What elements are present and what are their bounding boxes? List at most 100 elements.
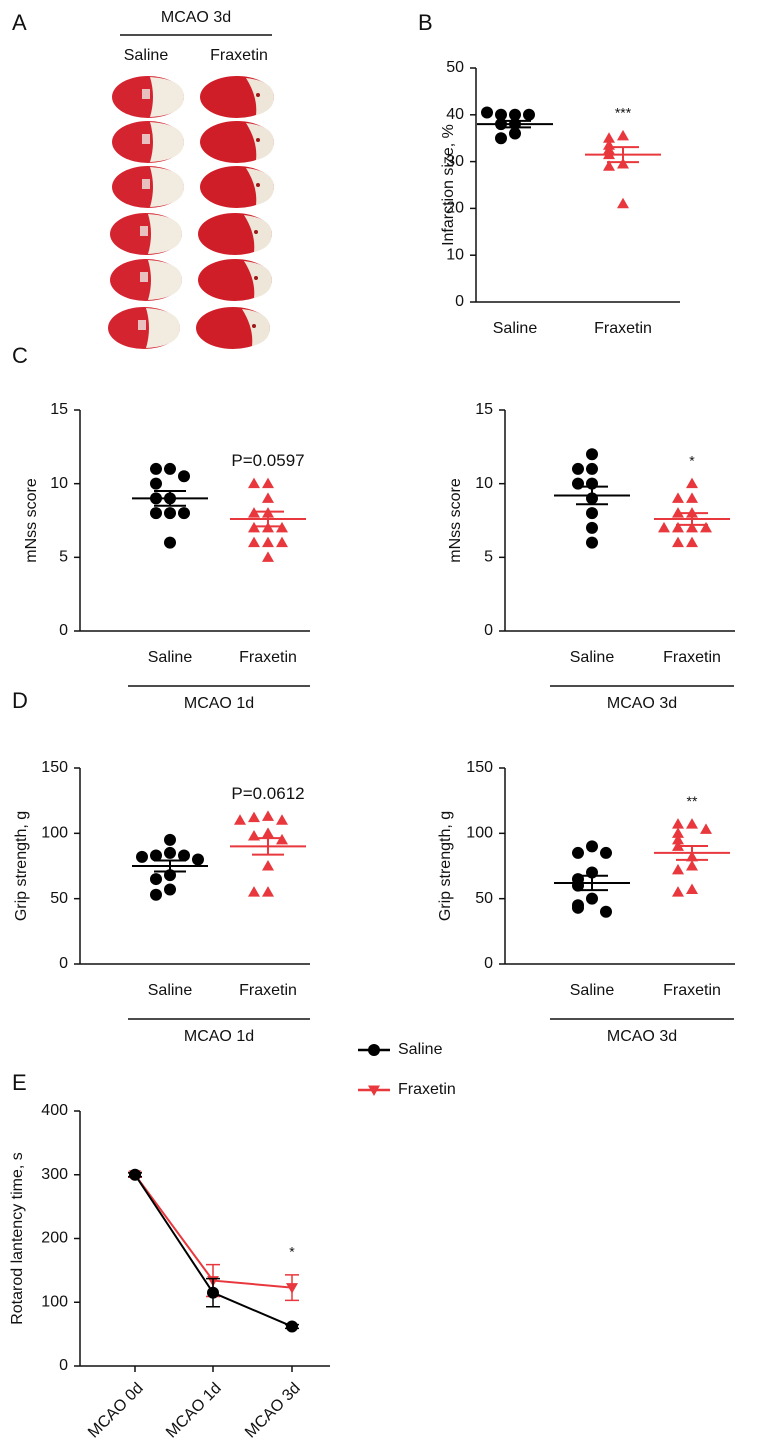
data-point <box>586 462 598 475</box>
data-point <box>262 886 274 897</box>
data-point <box>207 1286 219 1299</box>
data-point <box>276 536 288 548</box>
y-tick-label: 0 <box>455 293 464 310</box>
y-tick-label: 10 <box>446 246 464 263</box>
data-point <box>617 197 629 209</box>
data-point <box>509 108 521 121</box>
data-point <box>164 462 176 475</box>
y-axis-label: mNss score <box>23 478 40 563</box>
data-point <box>586 521 598 534</box>
column-label: Fraxetin <box>210 47 268 64</box>
legend-label: Saline <box>398 1041 443 1058</box>
data-point <box>672 818 684 829</box>
x-tick-label: Fraxetin <box>239 649 297 666</box>
data-point <box>248 886 260 897</box>
y-tick-label: 0 <box>59 955 68 972</box>
sem-bar <box>576 485 608 506</box>
y-tick-label: 10 <box>475 475 493 492</box>
x-tick-label: MCAO 0d <box>85 1380 147 1442</box>
data-point <box>136 850 148 863</box>
sem-bar <box>154 490 186 507</box>
data-point <box>686 521 698 533</box>
data-point <box>600 905 612 918</box>
legend-marker <box>368 1085 380 1096</box>
data-point <box>686 818 698 829</box>
y-tick-label: 15 <box>475 401 493 418</box>
y-axis-label: Grip strength, g <box>437 811 454 921</box>
data-point <box>164 846 176 859</box>
data-point <box>262 810 274 821</box>
sem-bar <box>252 510 284 528</box>
y-tick-label: 0 <box>59 622 68 639</box>
data-point <box>178 849 190 862</box>
data-point <box>262 536 274 548</box>
significance: P=0.0597 <box>231 451 304 470</box>
data-point <box>150 873 162 886</box>
data-point <box>286 1320 298 1333</box>
y-tick-label: 5 <box>484 549 493 566</box>
sem-bar <box>499 119 531 129</box>
data-point <box>586 448 598 461</box>
data-point <box>586 507 598 520</box>
y-tick-label: 400 <box>41 1102 68 1119</box>
panel-label: C <box>12 343 28 368</box>
y-tick-label: 200 <box>41 1230 68 1247</box>
data-point <box>672 863 684 875</box>
data-point <box>192 853 204 866</box>
data-point <box>586 536 598 549</box>
y-tick-label: 20 <box>446 200 464 217</box>
significance: * <box>689 452 695 468</box>
sem-bar <box>252 837 284 856</box>
column-label: Saline <box>124 47 169 64</box>
data-point <box>234 814 246 825</box>
data-point <box>672 833 684 845</box>
data-point <box>248 477 260 489</box>
legend-label: Fraxetin <box>398 1081 456 1098</box>
data-point <box>150 462 162 475</box>
data-point <box>672 886 684 897</box>
x-tick-label: Saline <box>570 982 615 999</box>
data-point <box>150 507 162 520</box>
x-tick-label: Fraxetin <box>239 982 297 999</box>
y-tick-label: 40 <box>446 106 464 123</box>
y-tick-label: 150 <box>41 759 68 776</box>
brain-sections <box>108 76 274 349</box>
y-tick-label: 10 <box>50 475 68 492</box>
y-axis-label: mNss score <box>447 478 464 563</box>
sem-bar <box>154 859 186 873</box>
y-tick-label: 50 <box>50 890 68 907</box>
data-point <box>617 157 629 169</box>
significance: ** <box>687 793 698 809</box>
data-point <box>572 846 584 859</box>
group-label: MCAO 1d <box>184 695 254 712</box>
data-point <box>572 901 584 914</box>
y-tick-label: 100 <box>466 825 493 842</box>
data-point <box>600 846 612 859</box>
y-tick-label: 300 <box>41 1166 68 1183</box>
sem-bar <box>676 512 708 526</box>
data-point <box>286 1283 298 1294</box>
data-point <box>603 132 615 143</box>
data-point <box>672 536 684 548</box>
y-tick-label: 150 <box>466 759 493 776</box>
data-point <box>586 892 598 905</box>
data-point <box>164 536 176 549</box>
data-point <box>672 492 684 503</box>
data-point <box>150 888 162 901</box>
significance: * <box>289 1244 295 1260</box>
x-tick-label: Saline <box>570 649 615 666</box>
data-point <box>603 160 615 171</box>
legend-marker <box>368 1044 380 1056</box>
significance: *** <box>615 105 632 121</box>
x-tick-label: MCAO 3d <box>242 1380 304 1442</box>
y-tick-label: 50 <box>475 890 493 907</box>
x-tick-label: Fraxetin <box>663 649 721 666</box>
panel-label: B <box>418 10 433 35</box>
x-tick-label: Saline <box>493 320 538 337</box>
y-tick-label: 15 <box>50 401 68 418</box>
sem-bar <box>676 845 708 861</box>
data-point <box>586 840 598 853</box>
data-point <box>262 477 274 489</box>
x-tick-label: Saline <box>148 982 193 999</box>
significance: P=0.0612 <box>231 784 304 803</box>
